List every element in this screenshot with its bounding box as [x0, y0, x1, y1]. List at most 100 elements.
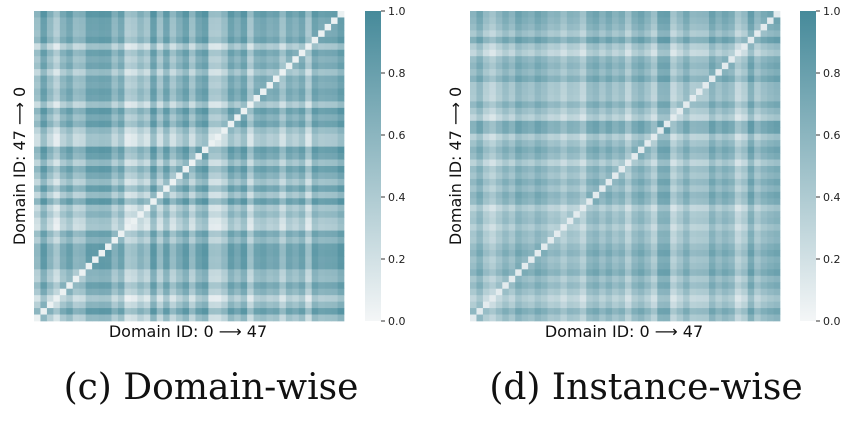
heatmap-cell — [508, 178, 516, 186]
heatmap-cell — [482, 288, 490, 296]
heatmap-cell — [586, 94, 594, 102]
heatmap-cell — [137, 114, 145, 122]
heatmap-cell — [521, 120, 529, 128]
heatmap-cell — [534, 237, 542, 244]
heatmap-cell — [631, 198, 639, 206]
heatmap-cell — [515, 62, 523, 70]
heatmap-cell — [272, 211, 280, 219]
heatmap-cell — [515, 185, 523, 193]
heatmap-cell — [266, 237, 274, 244]
heatmap-cell — [683, 204, 690, 212]
heatmap-cell — [156, 185, 164, 193]
heatmap-cell — [541, 62, 548, 70]
heatmap-cell — [631, 301, 639, 309]
heatmap-cell — [592, 301, 600, 309]
heatmap-cell — [663, 82, 671, 89]
heatmap-cell — [715, 43, 723, 51]
heatmap-cell — [59, 82, 67, 89]
heatmap-cell — [586, 295, 594, 302]
heatmap-cell — [773, 159, 781, 167]
heatmap-cell — [79, 30, 87, 38]
heatmap-cell — [754, 140, 761, 147]
heatmap-cell — [227, 94, 235, 102]
heatmap-cell — [579, 153, 587, 160]
heatmap-cell — [105, 275, 112, 283]
heatmap-cell — [676, 94, 684, 102]
heatmap-cell — [208, 30, 216, 38]
heatmap-cell — [105, 159, 112, 167]
heatmap-cell — [92, 178, 99, 186]
heatmap-cell — [689, 191, 697, 199]
heatmap-cell — [111, 36, 119, 44]
heatmap-cell — [298, 88, 306, 96]
heatmap-cell — [195, 172, 203, 180]
heatmap-cell — [676, 314, 684, 322]
heatmap-cell — [528, 172, 535, 180]
heatmap-cell — [547, 282, 555, 290]
heatmap-cell — [495, 230, 503, 238]
heatmap-cell — [728, 56, 736, 64]
heatmap-cell — [240, 23, 248, 31]
heatmap-cell — [502, 295, 510, 302]
heatmap-cell — [318, 275, 325, 283]
heatmap-cell — [137, 224, 145, 231]
heatmap-cell — [657, 153, 665, 160]
heatmap-cell — [150, 230, 158, 238]
heatmap-cell — [663, 17, 671, 25]
heatmap-cell — [66, 146, 74, 154]
heatmap-cell — [53, 127, 61, 135]
heatmap-cell — [650, 133, 658, 141]
heatmap-cell — [663, 43, 671, 51]
heatmap-cell — [747, 36, 755, 44]
heatmap-cell — [46, 204, 54, 212]
heatmap-cell — [696, 314, 703, 322]
heatmap-cell — [92, 308, 99, 315]
heatmap-cell — [59, 275, 67, 283]
heatmap-cell — [40, 204, 48, 212]
heatmap-cell — [214, 275, 222, 283]
heatmap-cell — [741, 308, 749, 315]
heatmap-cell — [221, 43, 229, 51]
heatmap-cell — [560, 198, 568, 206]
heatmap-cell — [143, 23, 151, 31]
heatmap-cell — [298, 308, 306, 315]
heatmap-cell — [747, 133, 755, 141]
heatmap-cell — [631, 120, 639, 128]
heatmap-cell — [663, 230, 671, 238]
heatmap-cell — [644, 133, 652, 141]
heatmap-cell — [482, 62, 490, 70]
heatmap-cell — [625, 243, 632, 251]
heatmap-cell — [266, 230, 274, 238]
heatmap-cell — [331, 146, 338, 154]
heatmap-cell — [311, 153, 319, 160]
heatmap-cell — [560, 204, 568, 212]
heatmap-cell — [618, 191, 626, 199]
heatmap-cell — [189, 69, 196, 76]
heatmap-cell — [189, 17, 196, 25]
heatmap-cell — [66, 49, 74, 57]
heatmap-cell — [767, 56, 774, 64]
heatmap-cell — [227, 301, 235, 309]
heatmap-cell — [579, 217, 587, 225]
heatmap-cell — [625, 282, 632, 290]
heatmap-cell — [553, 101, 561, 109]
heatmap-cell — [169, 127, 177, 135]
heatmap-cell — [573, 94, 581, 102]
heatmap-cell — [298, 166, 306, 173]
heatmap-cell — [182, 262, 190, 270]
heatmap-cell — [305, 249, 313, 257]
heatmap-cell — [547, 230, 555, 238]
heatmap-cell — [515, 49, 523, 57]
heatmap-cell — [92, 314, 99, 322]
heatmap-cell — [85, 282, 93, 290]
heatmap-cell — [124, 82, 132, 89]
heatmap-cell — [285, 107, 293, 115]
heatmap-cell — [266, 120, 274, 128]
heatmap-cell — [560, 308, 568, 315]
heatmap-cell — [631, 49, 639, 57]
heatmap-cell — [470, 11, 477, 18]
heatmap-cell — [502, 217, 510, 225]
heatmap-cell — [528, 49, 535, 57]
heatmap-cell — [560, 75, 568, 83]
heatmap-cell — [292, 11, 300, 18]
